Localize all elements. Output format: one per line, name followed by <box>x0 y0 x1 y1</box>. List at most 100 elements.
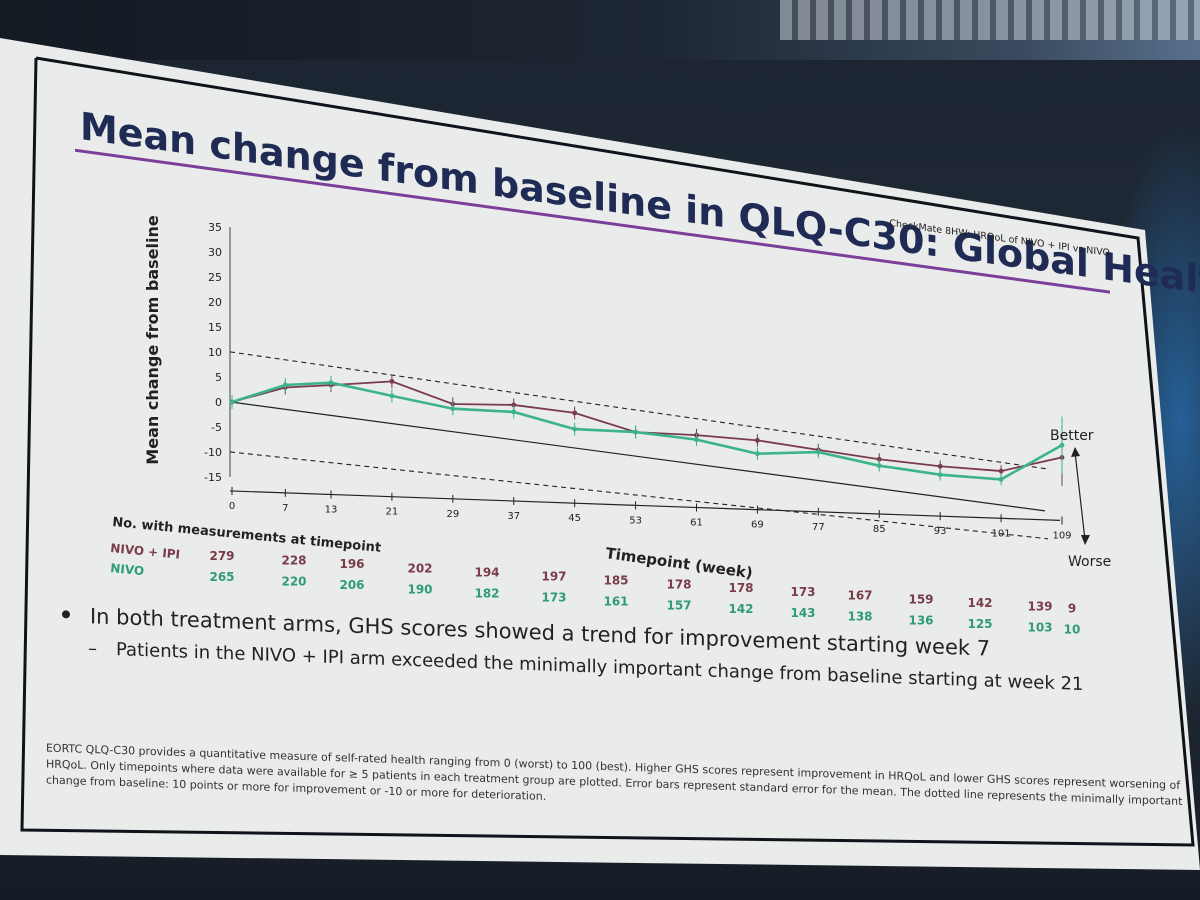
count-cell: 190 <box>407 582 432 596</box>
y-tick-label: 35 <box>208 221 222 234</box>
count-cell: 206 <box>339 578 364 592</box>
data-point <box>998 476 1004 482</box>
y-tick-label: -10 <box>204 446 222 459</box>
count-cell: 228 <box>281 553 306 567</box>
y-tick-label: 30 <box>208 246 222 259</box>
x-tick-label: 29 <box>446 509 459 520</box>
x-tick-label: 7 <box>282 503 288 514</box>
y-tick-label: -5 <box>211 421 222 434</box>
y-tick-label: 5 <box>215 371 222 384</box>
data-point <box>572 426 578 432</box>
data-point <box>937 472 943 478</box>
count-cell: 159 <box>908 592 933 606</box>
x-axis-ticks: 0 7 13 21 29 37 45 53 61 69 77 85 93 101 109 <box>229 487 1072 541</box>
threshold-line <box>229 451 1049 540</box>
data-point <box>389 393 395 399</box>
y-tick-label: -15 <box>204 471 222 484</box>
data-point <box>998 468 1004 474</box>
x-tick-label: 0 <box>229 501 235 512</box>
count-cell: 279 <box>209 549 234 563</box>
y-tick-label: 25 <box>208 271 222 284</box>
data-point <box>511 409 517 415</box>
data-point <box>572 410 578 416</box>
count-cell: 202 <box>407 561 432 575</box>
count-cell: 143 <box>790 606 815 620</box>
x-tick-label: 45 <box>568 513 581 524</box>
count-cells: 279 228 196 202 194 197 185 178 178 173 167 159 142 1… <box>209 549 1080 637</box>
x-tick-label: 13 <box>325 505 338 516</box>
data-point <box>1059 442 1065 448</box>
count-cell: 136 <box>908 613 933 627</box>
y-axis-title: Mean change from baseline <box>143 215 162 465</box>
count-cell: 161 <box>603 594 628 608</box>
chart-reference-lines <box>229 351 1061 540</box>
worse-label: Worse <box>1068 554 1111 570</box>
sub-bullet-dash: – <box>88 638 97 659</box>
count-cell: 178 <box>666 577 691 591</box>
count-cell: 103 <box>1027 621 1052 635</box>
x-tick-label: 109 <box>1052 530 1071 541</box>
x-tick-label: 93 <box>934 526 947 537</box>
title-rule <box>75 148 1110 294</box>
x-axis-line <box>229 490 1061 521</box>
chart-series <box>229 374 1065 487</box>
x-tick-label: 69 <box>751 520 764 531</box>
bullet-dot <box>62 610 70 619</box>
lighting-truss <box>780 0 1200 40</box>
x-tick-label: 77 <box>812 522 825 533</box>
data-point <box>815 449 821 455</box>
data-point <box>876 463 882 469</box>
count-cell: 178 <box>728 581 753 595</box>
count-cell: 125 <box>967 617 992 631</box>
data-point <box>937 463 943 469</box>
count-cell: 142 <box>967 596 992 610</box>
count-cell: 185 <box>603 573 628 587</box>
x-tick-label: 53 <box>629 515 642 526</box>
data-point <box>694 437 699 443</box>
better-label: Better <box>1050 428 1094 444</box>
x-tick-label: 37 <box>507 511 520 522</box>
count-cell: 167 <box>847 589 872 603</box>
better-worse-arrow <box>1071 447 1090 545</box>
count-cell: 265 <box>209 570 234 584</box>
count-cell: 10 <box>1064 623 1081 637</box>
x-tick-label: 85 <box>873 524 886 535</box>
count-cell: 173 <box>790 585 815 599</box>
row-label-nivo-ipi: NIVO + IPI <box>110 541 181 562</box>
baseline-diagonal <box>229 401 1046 512</box>
threshold-line <box>229 351 1049 470</box>
count-cell: 157 <box>666 598 691 612</box>
count-cell: 196 <box>339 557 364 571</box>
data-point <box>229 399 235 405</box>
count-cell: 194 <box>474 565 499 579</box>
data-point <box>755 451 760 457</box>
data-point <box>511 402 517 408</box>
count-cell: 173 <box>541 591 566 605</box>
count-cell: 220 <box>281 574 306 588</box>
data-point <box>282 382 288 388</box>
count-cell: 197 <box>541 570 566 584</box>
data-point <box>450 406 456 412</box>
slide-frame <box>20 56 1195 847</box>
data-point <box>633 429 638 435</box>
count-cell: 142 <box>728 602 753 616</box>
count-cell: 9 <box>1068 602 1076 616</box>
x-tick-label: 21 <box>386 507 399 518</box>
data-point <box>876 456 882 462</box>
y-tick-label: 20 <box>208 296 222 309</box>
count-cell: 139 <box>1027 600 1052 614</box>
x-tick-label: 61 <box>690 517 703 528</box>
y-tick-label: 15 <box>208 321 222 334</box>
slide-background <box>0 38 1200 870</box>
row-label-nivo: NIVO <box>110 561 145 578</box>
y-axis-ticks: 35 30 25 20 15 10 5 0 -5 -10 -15 <box>204 221 231 484</box>
x-tick-label: 101 <box>992 528 1011 539</box>
data-point <box>328 380 334 386</box>
y-tick-label: 10 <box>208 346 222 359</box>
count-cell: 138 <box>847 610 872 624</box>
data-point <box>755 437 760 443</box>
y-tick-label: 0 <box>215 396 222 409</box>
count-cell: 182 <box>474 586 499 600</box>
data-point <box>389 378 395 384</box>
